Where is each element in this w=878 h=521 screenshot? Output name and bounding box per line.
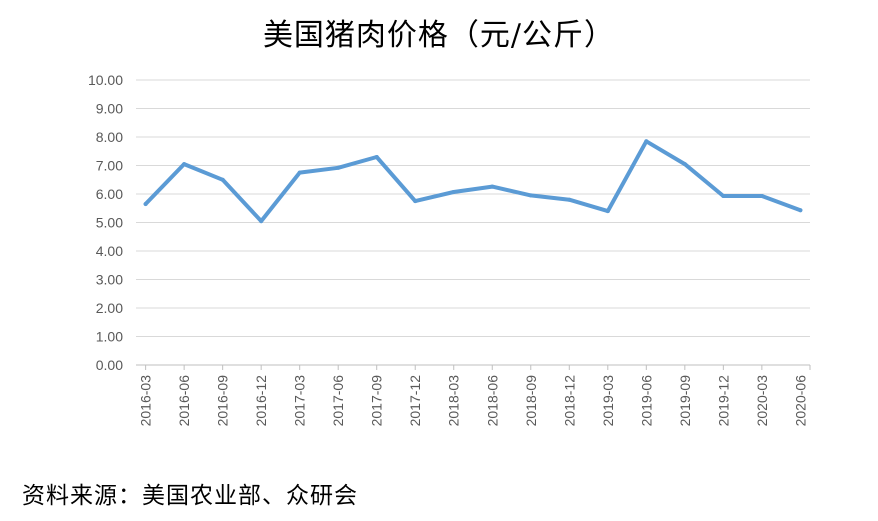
x-tick-label: 2017-09	[369, 375, 385, 427]
y-tick-label: 1.00	[96, 329, 123, 345]
x-tick-label: 2019-09	[677, 375, 693, 427]
x-tick-label: 2016-03	[138, 375, 154, 427]
y-tick-label: 5.00	[96, 215, 123, 231]
data-point	[567, 197, 572, 202]
data-point	[798, 208, 803, 213]
data-point	[374, 154, 379, 159]
x-axis	[136, 364, 811, 370]
x-tick-label: 2016-09	[215, 375, 231, 427]
x-tick-label: 2018-06	[484, 375, 500, 427]
chart-title: 美国猪肉价格（元/公斤）	[262, 18, 616, 53]
data-point	[336, 165, 341, 170]
x-axis-tick-labels: 2016-03 2016-06 2016-09 2016-12 2017-03 2017-…	[138, 375, 809, 427]
x-tick-label: 2017-12	[407, 375, 423, 427]
data-point	[259, 219, 264, 224]
y-tick-label: 2.00	[96, 300, 123, 316]
data-point	[451, 190, 456, 195]
data-point	[413, 199, 418, 204]
y-axis-tick-labels: 0.00 1.00 2.00 3.00 4.00 5.00 6.00 7.00 8.00 9.00…	[88, 72, 123, 373]
data-point	[605, 209, 610, 214]
data-point	[490, 184, 495, 189]
x-tick-label: 2018-03	[446, 375, 462, 427]
data-point	[682, 162, 687, 167]
x-tick-label: 2016-12	[253, 375, 269, 427]
x-tick-label: 2019-03	[600, 375, 616, 427]
data-point	[297, 170, 302, 175]
data-point	[759, 193, 764, 198]
y-tick-label: 8.00	[96, 129, 123, 145]
data-point	[721, 193, 726, 198]
data-point	[528, 193, 533, 198]
x-tick-label: 2020-03	[754, 375, 770, 427]
data-point	[182, 162, 187, 167]
x-tick-label: 2016-06	[176, 375, 192, 427]
x-tick-label: 2018-09	[523, 375, 539, 427]
x-tick-label: 2019-12	[715, 375, 731, 427]
y-tick-label: 6.00	[96, 186, 123, 202]
x-tick-label: 2019-06	[638, 375, 654, 427]
y-tick-label: 9.00	[96, 101, 123, 117]
y-tick-label: 0.00	[96, 357, 123, 373]
x-tick-label: 2018-12	[561, 375, 577, 427]
data-point	[644, 139, 649, 144]
y-tick-label: 4.00	[96, 243, 123, 259]
x-tick-label: 2017-03	[292, 375, 308, 427]
data-point	[220, 177, 225, 182]
x-tick-label: 2020-06	[792, 375, 808, 427]
data-point	[143, 201, 148, 206]
series-layer	[143, 139, 803, 224]
series-line	[143, 139, 803, 224]
y-tick-label: 3.00	[96, 272, 123, 288]
gridlines	[136, 79, 810, 337]
y-tick-label: 10.00	[88, 72, 123, 88]
x-tick-label: 2017-06	[330, 375, 346, 427]
source-note: 资料来源：美国农业部、众研会	[22, 483, 358, 509]
y-tick-label: 7.00	[96, 158, 123, 174]
